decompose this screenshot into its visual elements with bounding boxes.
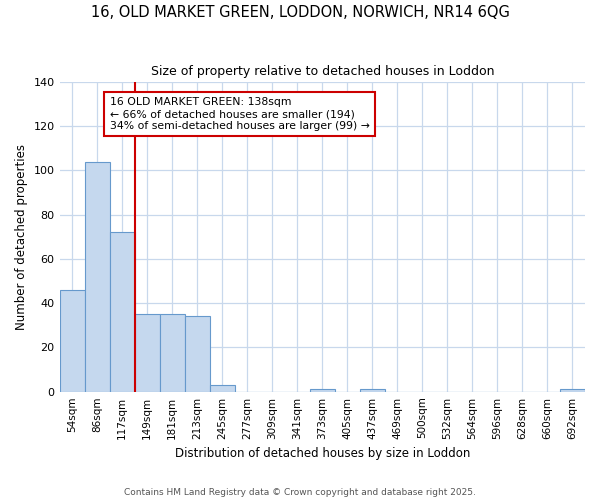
Title: Size of property relative to detached houses in Loddon: Size of property relative to detached ho… [151,65,494,78]
Bar [160,314,185,392]
Text: 16 OLD MARKET GREEN: 138sqm
← 66% of detached houses are smaller (194)
34% of se: 16 OLD MARKET GREEN: 138sqm ← 66% of det… [110,98,370,130]
Bar [560,390,585,392]
Bar [209,385,235,392]
Bar [134,314,160,392]
Text: Contains HM Land Registry data © Crown copyright and database right 2025.: Contains HM Land Registry data © Crown c… [124,488,476,497]
Bar [185,316,209,392]
Y-axis label: Number of detached properties: Number of detached properties [15,144,28,330]
Bar [310,390,335,392]
X-axis label: Distribution of detached houses by size in Loddon: Distribution of detached houses by size … [175,447,470,460]
Bar [85,162,110,392]
Bar [59,290,85,392]
Text: 16, OLD MARKET GREEN, LODDON, NORWICH, NR14 6QG: 16, OLD MARKET GREEN, LODDON, NORWICH, N… [91,5,509,20]
Bar [110,232,134,392]
Bar [360,390,385,392]
